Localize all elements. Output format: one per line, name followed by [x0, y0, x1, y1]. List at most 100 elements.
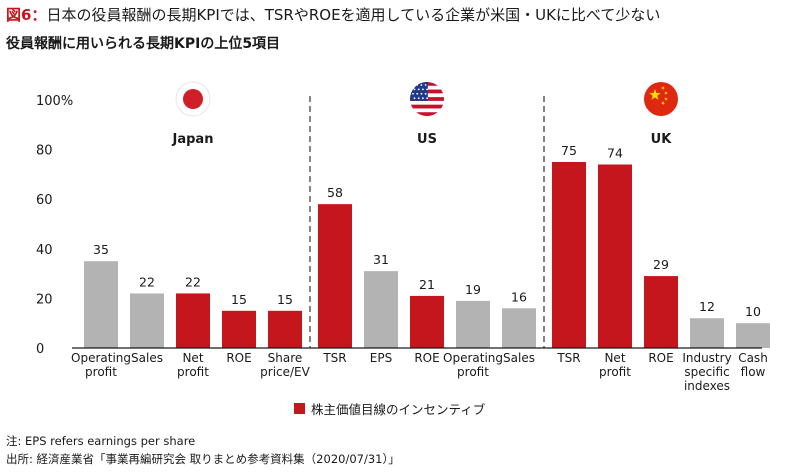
us-flag-star [413, 97, 416, 100]
bar [318, 204, 352, 348]
category-label: ROE [648, 351, 673, 365]
chart-subtitle: 役員報酬に用いられる長期KPIの上位5項目 [6, 36, 281, 52]
data-label: 31 [373, 252, 389, 267]
figure-label: 図6： [6, 6, 47, 24]
group-label: UK [651, 132, 673, 147]
category-label: flow [741, 365, 766, 379]
us-flag-star [413, 88, 416, 91]
y-tick-label: 40 [36, 243, 53, 258]
us-flag-star [426, 97, 428, 100]
data-label: 19 [465, 282, 481, 297]
bar [598, 164, 632, 348]
bar [176, 293, 210, 348]
data-label: 75 [561, 143, 577, 158]
category-label: TSR [322, 351, 346, 365]
figure-title: 図6：日本の役員報酬の長期KPIでは、TSRやROEを適用している企業が米国・U… [6, 4, 660, 25]
group-label: Japan [172, 132, 214, 147]
data-label: 15 [231, 292, 247, 307]
category-label: Operating [443, 351, 503, 365]
category-label: ROE [226, 351, 251, 365]
data-label: 29 [653, 257, 669, 272]
data-label: 15 [277, 292, 293, 307]
us-flag-stripe [410, 100, 444, 105]
bar [410, 295, 444, 348]
category-label: profit [177, 365, 209, 379]
category-label: TSR [556, 351, 580, 365]
figure-title-text: 日本の役員報酬の長期KPIでは、TSRやROEを適用している企業が米国・UKに比… [46, 6, 661, 24]
us-flag-star [417, 97, 420, 100]
source-note: 出所: 経済産業省「事業再編研究会 取りまとめ参考資料集（2020/07/31）… [6, 452, 400, 466]
data-label: 10 [745, 304, 761, 319]
y-tick-label: 80 [36, 144, 53, 159]
us-flag-star [424, 84, 427, 86]
bar [552, 162, 586, 348]
legend-swatch [294, 403, 305, 414]
us-flag-star [424, 92, 427, 95]
category-label: Sales [131, 351, 163, 365]
category-label: profit [457, 365, 489, 379]
category-label: specific [684, 365, 729, 379]
y-tick-label: 60 [36, 193, 53, 208]
category-label: profit [599, 365, 631, 379]
category-label: Net [182, 351, 203, 365]
bar [690, 318, 724, 348]
legend-label: 株主価値目線のインセンティブ [311, 402, 486, 417]
data-label: 74 [607, 145, 623, 160]
us-flag-body [410, 82, 444, 116]
group-label: US [417, 132, 437, 147]
us-flag-stripe [410, 108, 444, 113]
category-label: ROE [414, 351, 439, 365]
data-label: 22 [139, 274, 155, 289]
category-label: Sales [503, 351, 535, 365]
data-label: 16 [511, 289, 527, 304]
us-flag-star [426, 88, 428, 91]
us-flag-star [420, 84, 423, 86]
y-tick-label: 20 [36, 292, 53, 307]
legend: 株主価値目線のインセンティブ [294, 399, 485, 418]
us-flag-star [412, 92, 414, 95]
bar [130, 293, 164, 348]
flag-star-small [661, 86, 665, 90]
flag-star-small [664, 97, 668, 101]
us-flag-star [422, 97, 424, 100]
data-label: 21 [419, 277, 435, 292]
flag-star-small [664, 91, 668, 95]
us-flag-stripe [410, 112, 444, 116]
flag-star-small [661, 101, 665, 105]
flag-sun [183, 89, 203, 109]
category-label: Operating [71, 351, 131, 365]
category-label: Cash [738, 351, 768, 365]
us-flag-star [412, 84, 414, 86]
bar [502, 308, 536, 348]
category-label: EPS [370, 351, 392, 365]
category-label: Net [604, 351, 625, 365]
us-flag-star [416, 92, 419, 95]
category-label: Industry [682, 351, 731, 365]
us-flag-stripe [410, 104, 444, 109]
data-label: 58 [327, 185, 343, 200]
category-label: Share [268, 351, 303, 365]
data-label: 12 [699, 299, 715, 314]
category-label: profit [85, 365, 117, 379]
bar [644, 276, 678, 348]
flag-disc [644, 82, 678, 116]
bar [268, 310, 302, 348]
us-flag-star [422, 88, 424, 91]
bar [222, 310, 256, 348]
bar [84, 261, 118, 348]
bar-chart: 020406080100%35Operatingprofit22Sales22N… [36, 81, 770, 393]
flag-star-large [649, 89, 661, 100]
data-label: 22 [185, 274, 201, 289]
y-tick-label: 0 [36, 342, 44, 357]
us-flag-star [420, 92, 423, 95]
y-tick-label: 100% [36, 94, 73, 109]
footnote: 注: EPS refers earnings per share [6, 434, 196, 448]
us-flag-star [416, 84, 419, 86]
us-flag-star [417, 88, 420, 91]
category-label: indexes [684, 379, 730, 393]
category-label: price/EV [260, 365, 310, 379]
bar [456, 300, 490, 348]
data-label: 35 [93, 242, 109, 257]
bar [736, 323, 770, 348]
bar [364, 271, 398, 348]
